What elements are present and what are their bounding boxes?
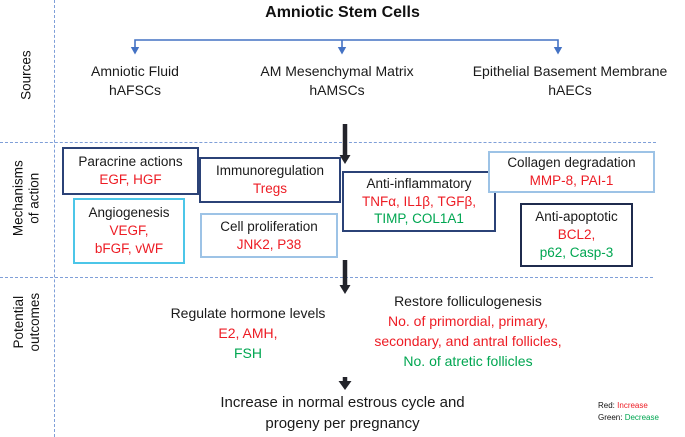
box-factors: p62, Casp-3	[539, 244, 614, 260]
rail-label-outcomes-line2: outcomes	[27, 292, 42, 352]
mechanism-box-paracrine-actions: Paracrine actions EGF, HGF	[62, 147, 199, 195]
box-title: Collagen degradation	[507, 155, 636, 171]
rail-label-mechanisms-line2: of action	[27, 172, 42, 224]
box-factors: MMP-8, PAI-1	[529, 173, 614, 188]
color-legend: Red: Increase Green: Decrease	[598, 400, 659, 425]
arrowhead-down-icon	[339, 285, 351, 294]
mechanism-box-angiogenesis: Angiogenesis VEGF, bFGF, vWF	[73, 198, 185, 264]
arrowhead-down-icon	[338, 381, 352, 390]
flow-arrow-outcomes-to-final	[338, 377, 352, 390]
section-divider-sources-mechanisms	[0, 142, 656, 143]
box-title: Immunoregulation	[215, 163, 325, 179]
legend-green-label: Green:	[598, 413, 623, 423]
box-title: Anti-apoptotic	[535, 209, 618, 225]
mechanism-box-anti-apoptotic: Anti-apoptotic BCL2, p62, Casp-3	[520, 203, 633, 267]
source-abbr: hAECs	[548, 82, 592, 98]
outcome-restore-folliculogenesis: Restore folliculogenesis No. of primordi…	[352, 291, 584, 371]
box-factors: bFGF, vWF	[94, 240, 164, 256]
section-divider-mechanisms-outcomes	[0, 277, 653, 278]
outcome-line: secondary, and antral follicles,	[374, 333, 562, 349]
source-name: Amniotic Fluid	[91, 63, 179, 79]
final-outcome-text: Increase in normal estrous cycle and pro…	[0, 392, 685, 434]
box-factors: VEGF,	[109, 223, 149, 239]
box-factors: BCL2,	[557, 227, 596, 243]
outcome-line: E2, AMH,	[218, 325, 278, 341]
arrowhead-down-icon	[553, 47, 563, 55]
rail-label-outcomes-line1: Potential	[10, 295, 26, 349]
source-am-mesenchymal-matrix: AM Mesenchymal Matrix hAMSCs	[244, 62, 430, 100]
legend-green-row: Green: Decrease	[598, 412, 659, 424]
mechanism-box-immunoregulation: Immunoregulation Tregs	[199, 157, 341, 203]
sources-branch-bracket	[130, 39, 563, 55]
rail-label-outcomes: Potential outcomes	[0, 280, 54, 364]
box-factors: JNK2, P38	[236, 236, 302, 252]
source-abbr: hAMSCs	[309, 82, 365, 98]
final-outcome-line1: Increase in normal estrous cycle and	[220, 394, 465, 411]
legend-red-value: Increase	[617, 401, 648, 410]
outcome-line: No. of primordial, primary,	[387, 313, 548, 329]
box-title: Anti-inflammatory	[366, 175, 472, 191]
rail-label-mechanisms-line1: Mechanisms	[10, 160, 26, 236]
box-factors: TIMP, COL1A1	[374, 211, 464, 227]
bracket-line	[134, 39, 559, 48]
arrowhead-down-icon	[337, 47, 347, 55]
outcome-title: Regulate hormone levels	[170, 305, 326, 321]
outcome-line: FSH	[234, 345, 262, 361]
mechanism-box-cell-proliferation: Cell proliferation JNK2, P38	[200, 213, 338, 258]
box-factors: TNFα, IL1β, TGFβ,	[361, 193, 477, 209]
box-title: Cell proliferation	[220, 218, 318, 234]
mechanism-box-anti-inflammatory: Anti-inflammatory TNFα, IL1β, TGFβ, TIMP…	[342, 171, 496, 232]
outcome-line: No. of atretic follicles	[403, 353, 533, 369]
rail-label-mechanisms: Mechanisms of action	[0, 145, 54, 251]
arrowhead-down-icon	[339, 155, 351, 164]
box-title: Angiogenesis	[88, 205, 170, 221]
rail-label-sources-text: Sources	[18, 50, 34, 100]
diagram-title: Amniotic Stem Cells	[265, 4, 420, 21]
legend-green-value: Decrease	[624, 413, 659, 423]
source-abbr: hAFSCs	[108, 82, 162, 98]
source-epithelial-basement-membrane: Epithelial Basement Membrane hAECs	[458, 62, 682, 100]
flow-arrow-sources-to-mechanisms	[339, 124, 351, 164]
source-name: AM Mesenchymal Matrix	[260, 63, 414, 79]
outcome-regulate-hormone-levels: Regulate hormone levels E2, AMH, FSH	[128, 303, 368, 363]
legend-red-label: Red:	[598, 401, 615, 410]
source-name: Epithelial Basement Membrane	[472, 63, 668, 79]
box-factors: Tregs	[252, 181, 287, 196]
rail-label-sources: Sources	[0, 20, 54, 130]
mechanism-box-collagen-degradation: Collagen degradation MMP-8, PAI-1	[488, 151, 655, 193]
source-amniotic-fluid: Amniotic Fluid hAFSCs	[60, 62, 210, 100]
box-factors: EGF, HGF	[99, 172, 162, 187]
rail-divider-line	[54, 0, 55, 437]
legend-red-row: Red: Increase	[598, 400, 659, 412]
arrowhead-down-icon	[130, 47, 140, 55]
final-outcome-line2: progeny per pregnancy	[265, 415, 420, 432]
outcome-title: Restore folliculogenesis	[394, 293, 542, 309]
box-title: Paracrine actions	[78, 154, 183, 170]
